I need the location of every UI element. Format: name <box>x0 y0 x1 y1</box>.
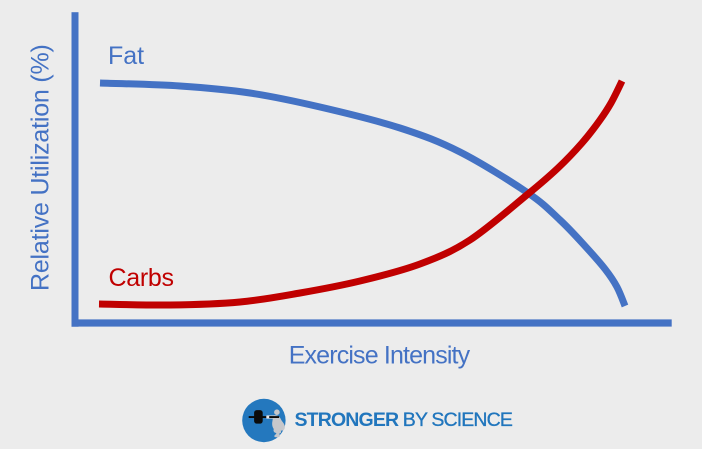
svg-text:Relative Utilization (%): Relative Utilization (%) <box>27 44 55 291</box>
svg-text:Exercise Intensity: Exercise Intensity <box>289 342 471 370</box>
svg-text:Carbs: Carbs <box>109 264 174 292</box>
svg-text:Fat: Fat <box>108 42 144 70</box>
svg-text:STRONGER BY SCIENCE: STRONGER BY SCIENCE <box>295 409 513 431</box>
